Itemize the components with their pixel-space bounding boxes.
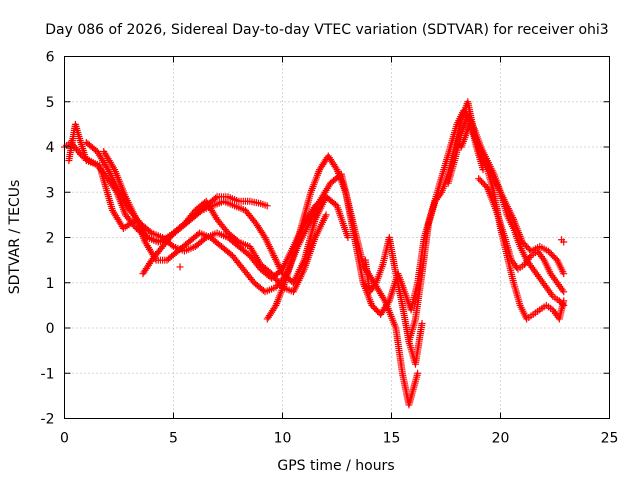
data-point: [418, 319, 426, 327]
y-tick-label: 2: [46, 231, 55, 247]
data-point: [176, 263, 184, 271]
x-tick-label: 15: [383, 431, 401, 447]
data-point-interp: [212, 194, 220, 202]
y-tick-label: 5: [46, 95, 55, 111]
x-tick-label: 20: [492, 431, 510, 447]
series-track-l: [558, 236, 568, 246]
x-tick-label: 10: [274, 431, 292, 447]
data-point: [560, 238, 568, 246]
grid: [64, 56, 610, 419]
data-point: [344, 234, 352, 241]
x-axis-label: GPS time / hours: [277, 458, 394, 474]
y-tick-label: 3: [46, 185, 55, 201]
y-tick-label: 6: [46, 50, 55, 66]
data-point-interp: [146, 228, 154, 236]
data-point: [560, 288, 568, 296]
series-track-i: [457, 120, 568, 278]
data-point: [560, 301, 568, 309]
axes: 0 5 10 15 20 25 -2 -1 0 1 2 3 4 5 6: [41, 50, 619, 447]
data-point-interp: [332, 164, 340, 172]
series-track-m: [176, 263, 184, 271]
data-point: [560, 270, 568, 278]
data-point: [322, 211, 330, 219]
y-tick-label: -1: [41, 366, 55, 382]
data-point-interp: [384, 299, 392, 307]
y-tick-label: -2: [41, 412, 55, 428]
y-axis-label: SDTVAR / TECUs: [7, 180, 23, 295]
data-point: [263, 202, 271, 210]
x-tick-label: 25: [601, 431, 619, 447]
y-tick-label: 4: [46, 140, 55, 156]
series-track-d: [100, 148, 422, 409]
x-tick-label: 5: [169, 431, 178, 447]
y-tick-label: 0: [46, 321, 55, 337]
y-tick-label: 1: [46, 276, 55, 292]
data-point-interp: [271, 303, 279, 311]
data-point-interp: [168, 241, 176, 249]
series-track-j: [475, 175, 568, 296]
series-track-g: [405, 98, 568, 346]
data-point: [414, 369, 422, 377]
chart-title: Day 086 of 2026, Sidereal Day-to-day VTE…: [45, 22, 608, 38]
series-track-k: [361, 234, 426, 368]
data-point-interp: [260, 232, 268, 240]
data-series: [61, 98, 568, 409]
data-point-interp: [201, 235, 209, 243]
data-point-interp: [558, 300, 566, 308]
x-tick-label: 0: [60, 431, 69, 447]
series-track-e: [139, 193, 271, 278]
